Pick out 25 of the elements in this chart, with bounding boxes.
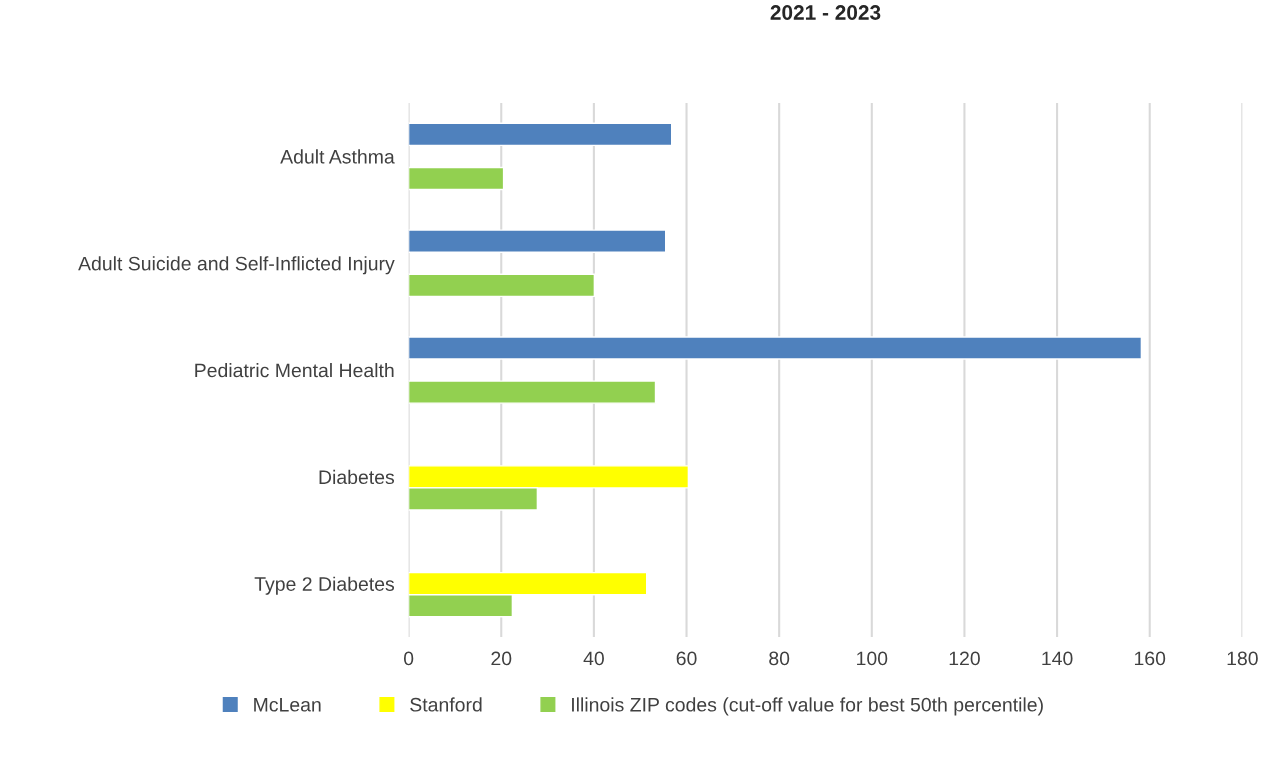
- y-tick-label: Pediatric Mental Health: [195, 363, 394, 378]
- y-tick-label: Adult Suicide and Self-Inflicted Injury: [78, 256, 395, 275]
- bar: [408, 380, 657, 404]
- y-tick-label: Type 2 Diabetes: [254, 576, 395, 595]
- x-tick-label: 0: [403, 651, 414, 666]
- x-tick-label: 160: [1134, 651, 1166, 666]
- y-tick-label: Adult Asthma: [280, 149, 395, 164]
- x-tick-label: 120: [949, 651, 980, 666]
- x-tick-label: 60: [676, 651, 697, 666]
- legend-label: Stanford: [410, 697, 482, 712]
- bar: [408, 122, 673, 147]
- x-tick-label: 100: [857, 651, 888, 666]
- x-tick-label: 140: [1042, 651, 1073, 666]
- x-tick-label: 40: [583, 651, 604, 666]
- bar: [408, 166, 505, 191]
- legend-label: Illinois ZIP codes (cut-off value for best 50th percentile): [572, 697, 1043, 716]
- bar: [408, 336, 1143, 360]
- bar: [408, 273, 596, 298]
- y-tick-label: Diabetes: [319, 469, 395, 485]
- x-tick-label: 20: [491, 651, 512, 666]
- chart-title: 2021 - 2023: [770, 5, 881, 20]
- x-tick-label: 180: [1227, 651, 1258, 666]
- legend-label: McLean: [254, 698, 321, 712]
- x-tick-label: 80: [769, 651, 790, 666]
- bar: [408, 229, 667, 253]
